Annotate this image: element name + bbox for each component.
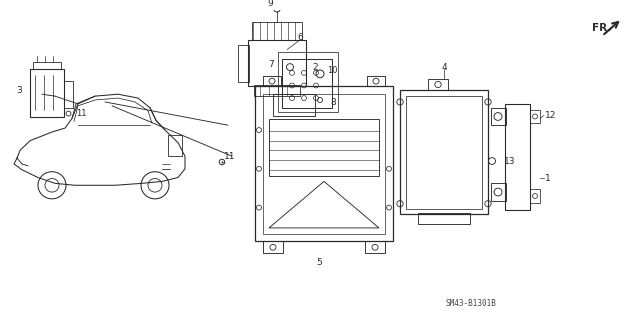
Bar xyxy=(64,81,73,108)
Bar xyxy=(263,76,281,86)
Text: 6: 6 xyxy=(297,33,303,42)
Bar xyxy=(400,90,488,214)
Text: 7: 7 xyxy=(268,60,274,69)
Text: 4: 4 xyxy=(441,63,447,71)
Bar xyxy=(254,85,300,96)
Text: FR.: FR. xyxy=(592,23,611,33)
Bar xyxy=(367,76,385,86)
Text: 8: 8 xyxy=(330,99,336,108)
Bar xyxy=(418,213,470,224)
Text: 11: 11 xyxy=(224,152,236,161)
Text: 10: 10 xyxy=(327,66,337,75)
Text: 2: 2 xyxy=(312,63,317,72)
Bar xyxy=(269,119,379,175)
Bar xyxy=(238,45,249,82)
Text: 12: 12 xyxy=(545,111,556,120)
Bar xyxy=(168,135,182,156)
Text: 1: 1 xyxy=(545,174,551,183)
Text: 3: 3 xyxy=(16,86,22,95)
Text: SM43-B1301B: SM43-B1301B xyxy=(445,299,496,308)
Bar xyxy=(255,86,393,241)
Text: 13: 13 xyxy=(504,157,515,166)
Bar xyxy=(530,110,540,123)
Text: 5: 5 xyxy=(316,258,322,267)
Bar xyxy=(406,96,482,209)
Bar xyxy=(263,241,283,253)
Bar xyxy=(263,94,385,234)
Bar xyxy=(30,69,64,117)
Bar xyxy=(273,94,315,115)
Text: 11: 11 xyxy=(76,109,86,118)
Bar xyxy=(365,241,385,253)
Text: 9: 9 xyxy=(268,0,273,8)
Bar xyxy=(530,189,540,203)
Bar xyxy=(428,79,448,90)
Bar xyxy=(491,108,506,125)
Bar xyxy=(248,40,306,86)
Bar xyxy=(491,183,506,201)
Bar xyxy=(505,104,530,211)
Bar xyxy=(282,59,332,108)
Bar xyxy=(278,52,338,112)
Bar xyxy=(33,62,61,69)
Bar xyxy=(252,22,302,40)
